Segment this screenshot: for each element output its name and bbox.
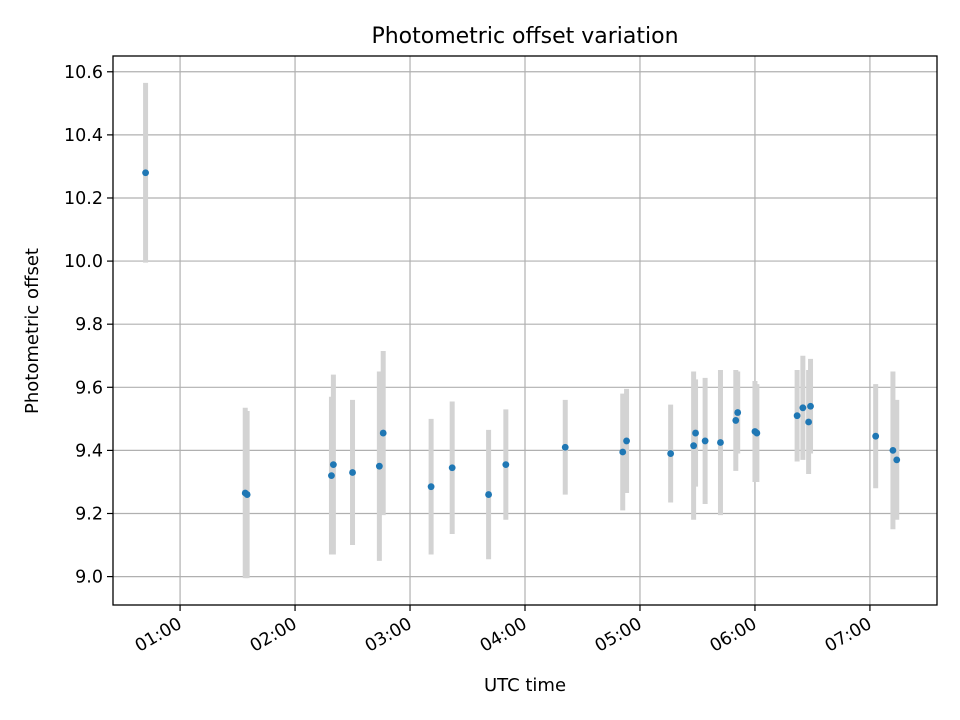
y-tick-label: 9.0 bbox=[75, 568, 103, 588]
data-points bbox=[142, 169, 901, 498]
data-point bbox=[799, 404, 807, 412]
data-point bbox=[375, 462, 383, 470]
data-point bbox=[379, 429, 387, 437]
data-point bbox=[805, 418, 813, 426]
y-tick-label: 10.0 bbox=[64, 252, 103, 272]
data-point bbox=[893, 456, 901, 464]
data-point bbox=[701, 437, 709, 445]
data-point bbox=[485, 491, 492, 498]
data-point bbox=[807, 402, 814, 410]
data-point bbox=[734, 409, 742, 416]
y-tick-label: 10.4 bbox=[64, 126, 103, 146]
y-tick-label: 9.8 bbox=[75, 315, 103, 335]
data-point bbox=[328, 472, 335, 480]
y-tick-label: 10.2 bbox=[64, 189, 103, 209]
x-axis-label: UTC time bbox=[484, 675, 566, 696]
data-point bbox=[717, 439, 724, 446]
data-point bbox=[448, 464, 456, 472]
data-point bbox=[619, 448, 627, 456]
grid-lines bbox=[113, 56, 937, 605]
data-point bbox=[142, 169, 149, 177]
data-point bbox=[872, 432, 880, 440]
y-tick-label: 9.6 bbox=[75, 378, 103, 398]
data-point bbox=[889, 446, 897, 454]
y-tick-label: 10.6 bbox=[64, 63, 103, 83]
data-point bbox=[753, 429, 761, 437]
y-axis-ticks: 9.0 9.2 9.4 9.6 9.8 10.0 10.2 10.4 10.6 bbox=[64, 63, 113, 588]
data-point bbox=[427, 483, 435, 491]
data-point bbox=[793, 412, 801, 420]
data-point bbox=[561, 443, 569, 451]
y-tick-label: 9.2 bbox=[75, 505, 103, 525]
y-axis-label: Photometric offset bbox=[22, 248, 43, 414]
data-point bbox=[243, 491, 251, 498]
data-point bbox=[329, 461, 337, 468]
data-point bbox=[667, 450, 675, 457]
data-point bbox=[349, 469, 356, 476]
data-point bbox=[732, 417, 740, 424]
chart-title: Photometric offset variation bbox=[371, 24, 678, 49]
y-tick-label: 9.4 bbox=[75, 441, 103, 461]
data-point bbox=[623, 437, 630, 445]
data-point bbox=[502, 461, 510, 468]
data-point bbox=[692, 429, 699, 437]
data-point bbox=[690, 442, 698, 450]
